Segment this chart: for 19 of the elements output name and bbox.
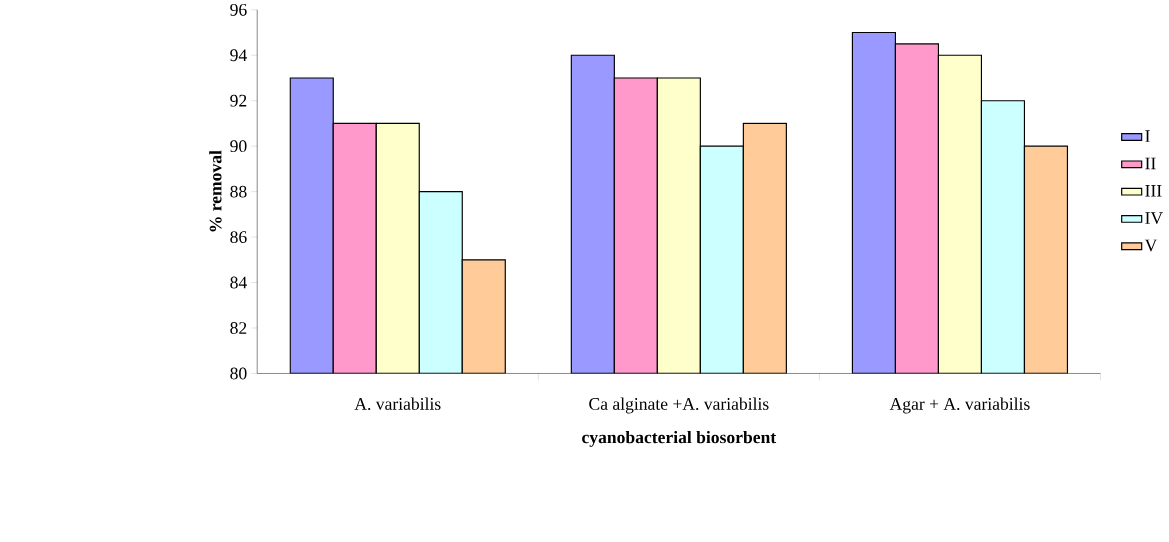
y-tick-label: 94 — [230, 49, 247, 62]
y-axis-title: % removal — [209, 150, 222, 232]
y-tick-label: 90 — [230, 140, 247, 152]
y-tick-label: 82 — [230, 321, 247, 334]
y-tick-label: 88 — [230, 185, 247, 198]
y-tick-label: 96 — [230, 3, 247, 16]
legend-label: I — [1145, 130, 1150, 142]
legend-label: IV — [1145, 212, 1163, 224]
y-tick-label: 86 — [230, 231, 247, 243]
legend-label: III — [1145, 184, 1162, 197]
x-tick-label: Agar + A. variabilis — [889, 397, 1030, 414]
x-tick-label: Ca alginate +A. variabilis — [589, 397, 769, 414]
x-axis-title: cyanobacterial biosorbent — [582, 430, 777, 447]
y-tick-label: 92 — [230, 94, 247, 107]
y-tick-label: 84 — [230, 276, 247, 289]
y-tick-label: 80 — [230, 367, 247, 380]
x-tick-label: A. variabilis — [354, 397, 441, 410]
legend-label: V — [1144, 239, 1158, 252]
legend-label: II — [1145, 157, 1156, 170]
